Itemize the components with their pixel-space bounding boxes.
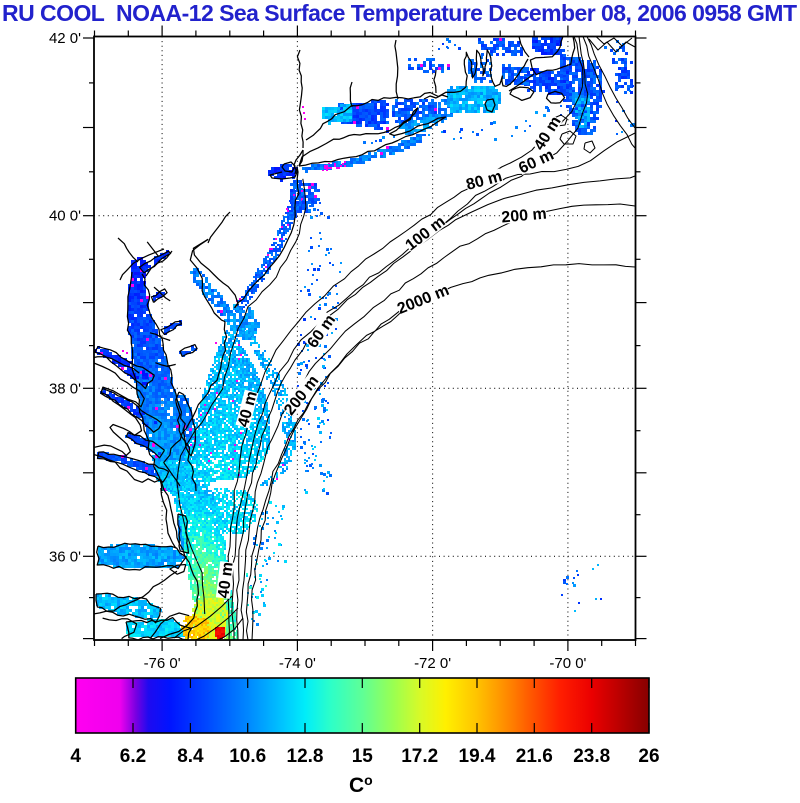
svg-text:38 0': 38 0' <box>49 380 81 397</box>
svg-text:17.2: 17.2 <box>401 746 438 767</box>
svg-text:36 0': 36 0' <box>49 548 81 565</box>
svg-text:RU COOL NOAA-12 Sea Surface T: RU COOL NOAA-12 Sea Surface Temperature … <box>2 0 797 26</box>
svg-text:6.2: 6.2 <box>120 746 146 767</box>
svg-text:26: 26 <box>638 746 659 767</box>
svg-text:8.4: 8.4 <box>177 746 204 767</box>
svg-text:200 m: 200 m <box>501 206 548 227</box>
svg-text:-74 0': -74 0' <box>279 655 316 672</box>
svg-text:-72 0': -72 0' <box>414 655 451 672</box>
svg-text:42 0': 42 0' <box>49 30 81 47</box>
svg-text:40 0': 40 0' <box>49 208 81 225</box>
svg-text:15: 15 <box>352 746 374 767</box>
svg-text:-70 0': -70 0' <box>549 655 586 672</box>
svg-text:40 m: 40 m <box>215 561 236 599</box>
svg-text:19.4: 19.4 <box>459 746 496 767</box>
svg-text:21.6: 21.6 <box>516 746 553 767</box>
svg-text:12.8: 12.8 <box>287 746 324 767</box>
svg-text:-76 0': -76 0' <box>144 655 181 672</box>
svg-text:23.8: 23.8 <box>573 746 610 767</box>
svg-text:4: 4 <box>70 746 81 767</box>
svg-text:10.6: 10.6 <box>229 746 266 767</box>
